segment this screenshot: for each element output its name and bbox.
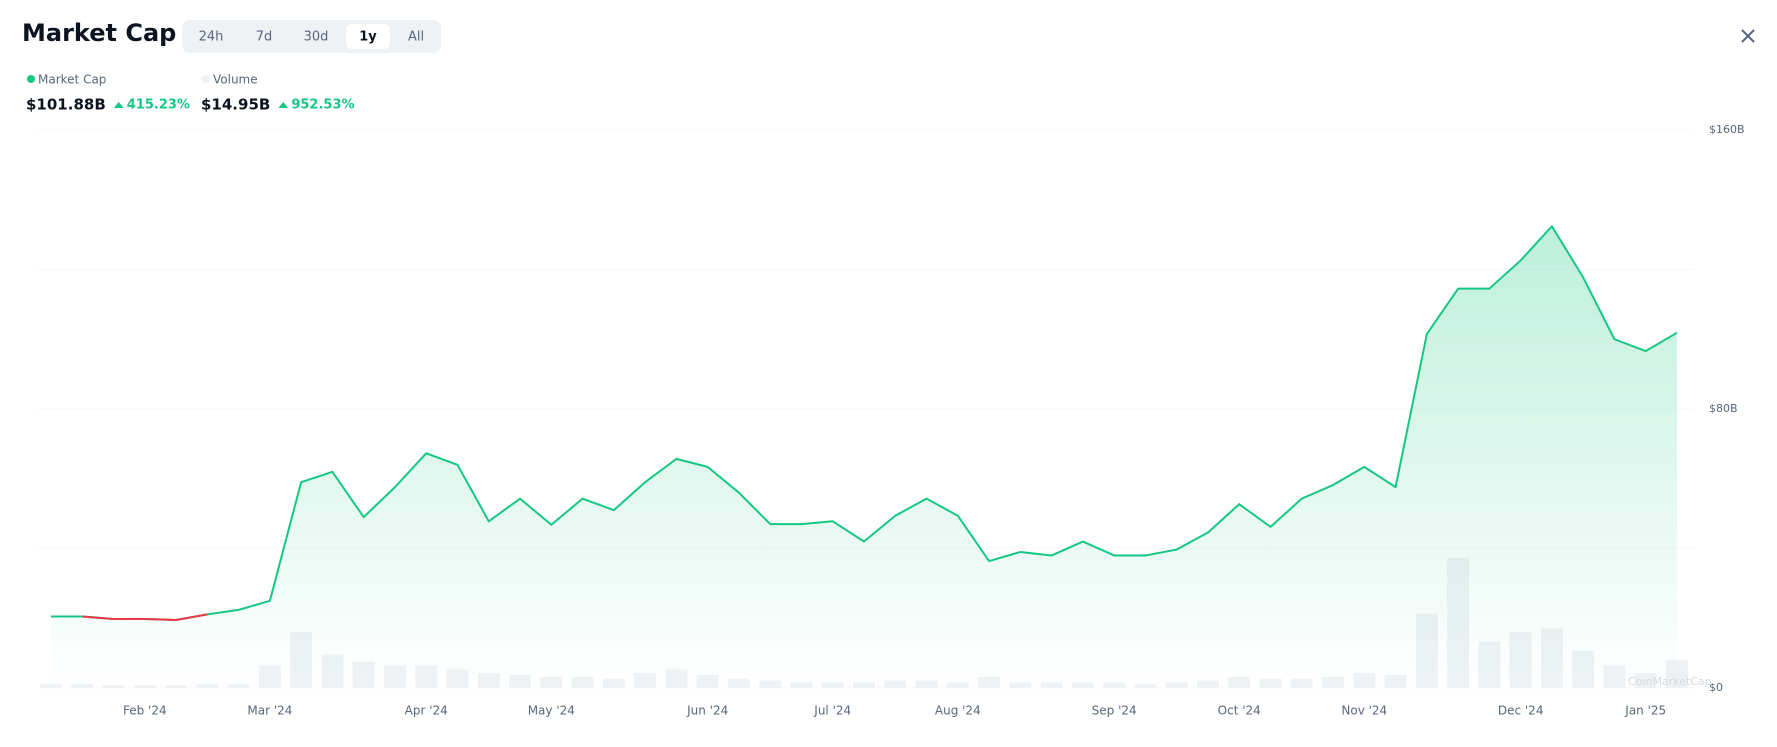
- stat-change: 415.23%: [127, 98, 190, 113]
- legend-dot: [202, 75, 210, 83]
- x-tick-label: Sep '24: [1092, 704, 1137, 718]
- stat-value: $101.88B: [26, 96, 106, 114]
- x-tick-label: May '24: [528, 704, 575, 718]
- x-tick-label: Feb '24: [123, 704, 167, 718]
- x-tick-label: Aug '24: [935, 704, 981, 718]
- x-tick-label: Apr '24: [405, 704, 448, 718]
- x-tick-label: Jan '25: [1624, 704, 1666, 718]
- range-tab[interactable]: 24h: [199, 30, 224, 45]
- x-tick-label: Jun '24: [686, 704, 728, 718]
- change-arrow: [278, 102, 289, 108]
- legend-label: Volume: [213, 73, 258, 87]
- legend-dot: [27, 75, 35, 83]
- x-tick-label: Jul '24: [813, 704, 851, 718]
- legend-label: Market Cap: [38, 73, 106, 87]
- range-tab[interactable]: All: [408, 30, 424, 45]
- market-cap-line: [51, 225, 1678, 621]
- range-tab[interactable]: 1y: [359, 30, 377, 45]
- stat-change: 952.53%: [291, 98, 354, 113]
- y-tick-label: $80B: [1709, 402, 1738, 415]
- change-arrow: [113, 102, 124, 108]
- x-tick-label: Nov '24: [1341, 704, 1387, 718]
- market-cap-area: [51, 226, 1677, 688]
- x-tick-label: Mar '24: [247, 704, 292, 718]
- y-tick-label: $160B: [1709, 123, 1745, 136]
- range-tab[interactable]: 7d: [256, 30, 273, 45]
- close-button[interactable]: [1741, 29, 1755, 43]
- chart-title: Market Cap: [22, 19, 176, 47]
- market-cap-line-below-start: [82, 613, 208, 621]
- x-tick-label: Oct '24: [1218, 704, 1261, 718]
- range-tab-active: [346, 24, 390, 49]
- range-tab[interactable]: 30d: [304, 30, 329, 45]
- y-tick-label: $0: [1709, 681, 1723, 694]
- x-tick-label: Dec '24: [1498, 704, 1544, 718]
- stat-value: $14.95B: [201, 96, 270, 114]
